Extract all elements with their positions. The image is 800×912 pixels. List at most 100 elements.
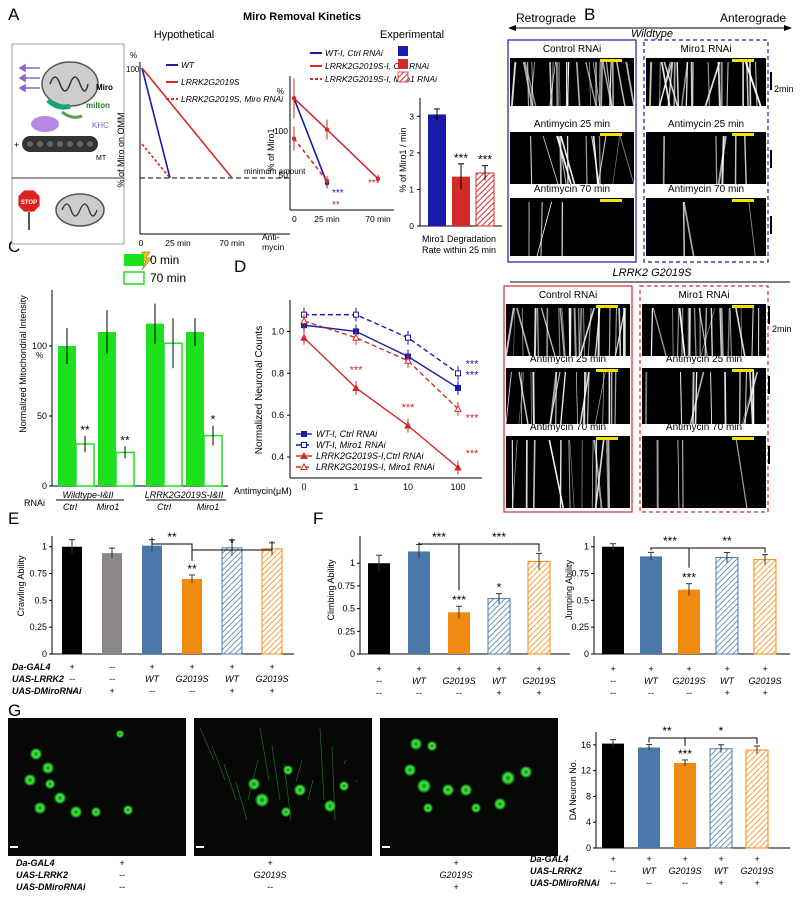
f-climb-ytick-label: 0.75 [337,581,355,591]
hyp-ytick-100: 100 [126,65,140,74]
a-exp-title: Experimental [380,29,444,41]
f-jump-bar-1 [640,556,662,654]
exp-legend-0: WT-I, Ctrl RNAi [325,48,384,58]
c-bar-0min-2 [146,323,164,486]
d-point-1-2 [405,334,411,341]
kymo-lr-ctrl-25-track [582,371,587,425]
rate-tick-label: 3 [409,111,414,121]
kymo-lr-ctrl-0-track [587,307,592,357]
kymo-lr-miro-0-track [751,307,754,357]
kymo-lr-miro-25-topline [642,366,766,368]
f-geno-jump-cell-2-4: + [762,688,767,698]
e-geno-cell-2-3: -- [189,686,195,696]
g-neurite-3 [235,781,248,821]
f-geno-jump-cell-2-3: + [724,688,729,698]
kymo-lr-miro-70-bg [642,434,766,508]
d-legend-label-2: LRRK2G2019S-I,Ctrl RNAi [316,451,425,461]
kymo-wt-ctrl-0-track [531,61,534,107]
d-sig-red-0: *** [350,364,364,376]
hyp-annotation: minimum amount [244,167,306,176]
f-geno-climb-cell-0-1: + [416,664,421,674]
d-xtick-label: 0 [301,482,306,492]
exp-point-2-1 [324,178,330,184]
kymo-lr-miro-0-scale-yellow [732,305,754,308]
f-geno-jump-cell-1-1: WT [644,676,659,686]
e-geno-cell-2-4: + [229,686,234,696]
f-jump-ytick-label: 0 [584,649,589,659]
e-sig-bar: ** [187,562,197,576]
d-point-3-1 [352,333,360,341]
kymo-lr-ctrl-70-track [606,439,610,509]
f-climb-sig-bar-1: * [497,581,502,595]
kymo-wt-miro-0-track [744,61,762,107]
g-neuron-2-10 [423,803,433,813]
g-geno-cell-1-0: -- [610,866,616,876]
kymo-lr-ctrl-70-track [512,439,518,509]
a-hyp-title: Hypothetical [154,29,215,41]
kymo-wt-ctrl-25-scale-yellow [600,133,622,136]
kymo-wt-ctrl-25-track [558,135,567,185]
g-neuron-0-4 [54,792,66,804]
f-geno-climb-cell-1-2: G2019S [442,676,475,686]
g-neuron-0-5 [70,806,82,818]
g-neuron-1-1 [255,793,269,807]
g-img-geno-cell-2-1: -- [267,882,273,892]
d-ytick-label: 0.6 [271,410,284,420]
kymo-lr-ctrl-70-track [607,439,611,509]
kymo-lr-miro-70-track [735,439,748,509]
c-bars: ***** [58,303,223,487]
kymo-lr-ctrl-0-track [505,307,515,357]
kymo-wt-miro-0-topline [646,56,766,58]
f-geno-climb-cell-0-0: + [376,664,381,674]
b-lrrk-miro-70: Antimycin 70 min [666,422,742,433]
f-jump-ytick-label: 0.25 [571,622,589,632]
exp-legend-1: LRRK2G2019S-I, Ctrl RNAi [325,61,430,71]
kymo-wt-miro-0-track [658,61,661,107]
g-neuron-0-7 [123,805,133,815]
kymo-lr-ctrl-70-track [593,439,602,509]
a-main-title: Miro Removal Kinetics [243,11,361,23]
g-ytick-label: 12 [581,766,591,776]
f-climb-bar-1 [408,551,430,654]
c-yaxis-ticks: 100 50 0 [32,341,52,491]
d-line-1 [304,313,459,374]
e-bar-0 [62,546,82,654]
c-chart: Normalized Mitochondrial Intensity % 100… [18,253,228,512]
g-img-geno-cell-0-2: + [453,858,458,868]
kymo-lr-miro-0-track [720,307,724,357]
kymo-lr-ctrl-0-track [521,307,524,357]
exp-sig-lrrk70: *** [368,178,380,189]
kymo-lr-ctrl-0-track [583,307,585,357]
kymo-wt-miro-0-track [676,61,680,107]
g-neuron-2-5 [460,784,472,796]
e-geno-cell-0-1: -- [109,662,115,672]
d-sig-blue-1: *** [466,369,480,381]
g-geno-cell-0-4: + [754,854,759,864]
rate-bar-2 [475,172,495,227]
d-ytick-label: 1.0 [271,326,284,336]
f-geno-climb-cell-1-1: WT [412,676,427,686]
e-geno-cell-0-4: + [229,662,234,672]
g-neuron-2-4 [442,784,454,796]
g-neuron-1-0 [248,778,260,790]
d-point-0-3 [455,384,461,391]
kymo-wt-ctrl-0-track [585,61,597,107]
e-bar-4 [221,547,243,655]
hyp-legend-rnai: LRRK2G2019S, Miro RNAi [181,94,284,104]
e-ytick-label: 0.75 [29,569,47,579]
f-jump-bar-0 [602,546,624,654]
f-climb-bars: 10.750.50.250*** ******* [337,530,551,659]
d-legend-label-0: WT-I, Ctrl RNAi [316,429,378,439]
f-geno-jump-cell-2-1: -- [648,688,654,698]
d-xtick-label: 10 [403,482,413,492]
g-neurite-8 [295,759,303,783]
f-geno-climb-cell-1-3: WT [492,676,507,686]
g-neuron-1-2 [283,765,293,775]
kymo-lr-ctrl-70-track [568,439,571,509]
kymo-lr-ctrl-25-track [532,371,535,425]
f-geno-climb-cell-1-0: -- [376,676,382,686]
f-climb-bracket-0-label: *** [432,530,446,544]
panel-label-e: E [8,509,19,528]
hyp-lrrk-line [141,67,233,179]
d-axis-ticks: 1.0 0.8 0.6 0.4 0 1 10 100 [271,326,465,492]
